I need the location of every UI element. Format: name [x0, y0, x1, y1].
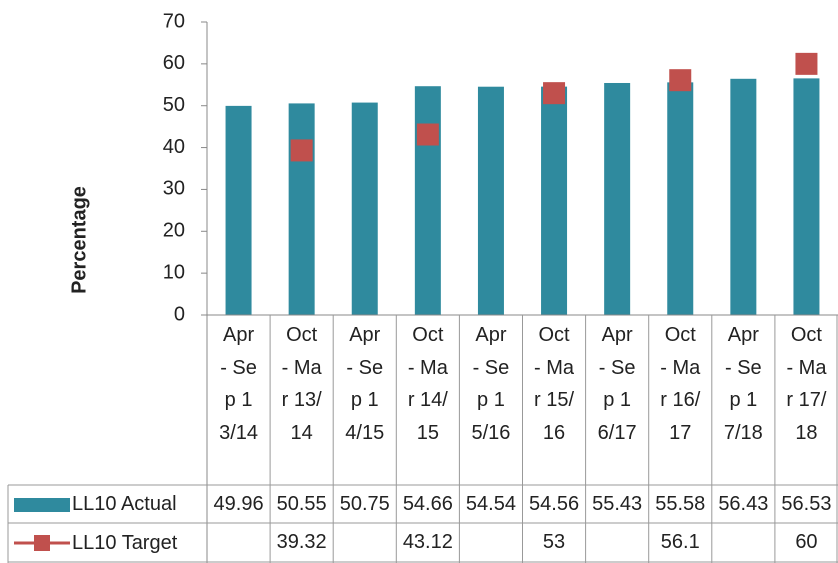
bar [351, 102, 378, 315]
bar [225, 105, 252, 315]
bar [793, 78, 820, 316]
data-table-value: 54.54 [465, 493, 516, 515]
target-marker [543, 82, 566, 105]
y-axis-label: Percentage [68, 186, 90, 294]
x-tick-label: Oct - Mar 15/16 [534, 324, 575, 444]
data-table-value: 60 [795, 531, 818, 553]
bar [414, 86, 441, 315]
data-table-value: 55.58 [655, 493, 706, 515]
bar [604, 82, 631, 315]
y-tick-label: 10 [163, 261, 185, 283]
target-marker [669, 69, 692, 92]
y-tick-label: 30 [163, 178, 185, 200]
data-table-value: 43.12 [402, 531, 453, 553]
x-tick-label: Oct - Mar 14/15 [407, 324, 448, 444]
y-tick-label: 0 [174, 303, 185, 325]
y-tick-label: 50 [163, 94, 185, 116]
target-marker [795, 52, 818, 75]
target-marker [416, 123, 439, 146]
x-tick-label: Oct - Mar 13/14 [281, 324, 322, 444]
x-tick-label: Apr - Sep 14/15 [345, 324, 385, 444]
data-table-value: 50.55 [276, 493, 327, 515]
data-table-value: 56.43 [718, 493, 769, 515]
data-table-value: 55.43 [592, 493, 643, 515]
data-table-value: 39.32 [276, 531, 327, 553]
legend-key [14, 498, 70, 512]
data-table-value: 54.56 [529, 493, 580, 515]
y-tick-label: 60 [163, 52, 185, 74]
bar [541, 86, 568, 315]
x-tick-label: Apr - Sep 16/17 [597, 324, 637, 444]
x-tick-label: Apr - Sep 13/14 [219, 324, 259, 444]
bar [288, 103, 315, 315]
bar [477, 86, 504, 315]
data-table-value: 49.96 [213, 493, 264, 515]
target-marker [290, 139, 313, 162]
x-tick-label: Apr - Sep 15/16 [471, 324, 511, 444]
y-tick-label: 70 [163, 10, 185, 32]
data-table-value: 53 [542, 531, 566, 553]
y-tick-label: 40 [163, 136, 185, 158]
bar [667, 82, 694, 315]
x-tick-label: Apr - Sep 17/18 [723, 324, 763, 444]
legend-key [34, 535, 50, 551]
data-table-value: 54.66 [402, 493, 453, 515]
bar [730, 78, 757, 315]
legend-label: LL10 Target [72, 532, 178, 554]
data-table-value: 56.53 [781, 493, 832, 515]
x-tick-label: Oct - Mar 17/18 [786, 324, 827, 444]
data-table-value: 50.75 [339, 493, 390, 515]
x-tick-label: Oct - Mar 16/17 [660, 324, 701, 444]
data-table-value: 56.1 [660, 531, 700, 553]
legend-label: LL10 Actual [72, 493, 177, 515]
y-tick-label: 20 [163, 220, 185, 242]
